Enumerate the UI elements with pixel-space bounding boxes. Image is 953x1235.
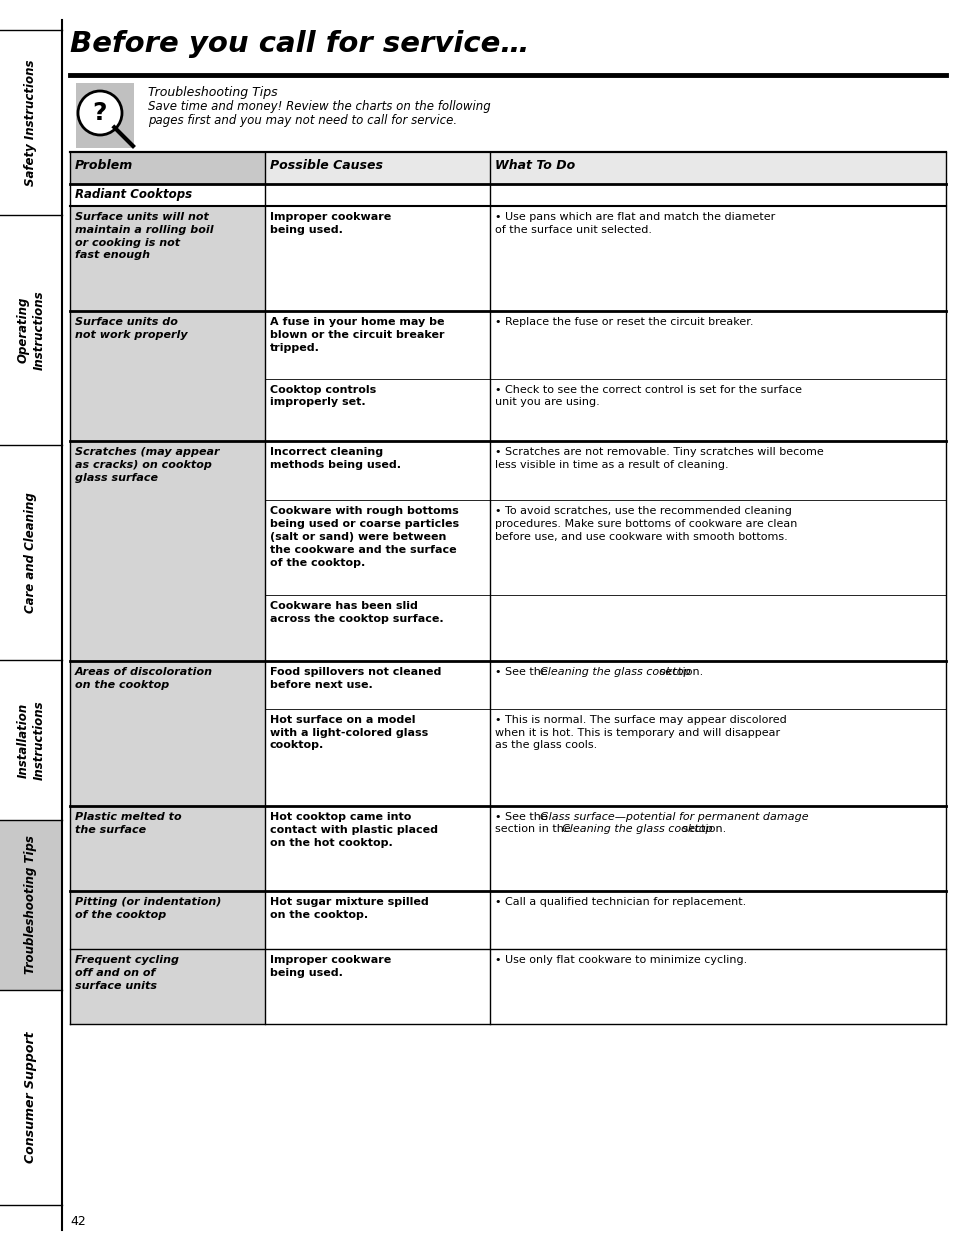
- Text: Pitting (or indentation)
of the cooktop: Pitting (or indentation) of the cooktop: [75, 897, 221, 920]
- Text: Troubleshooting Tips: Troubleshooting Tips: [25, 836, 37, 974]
- Text: Cooktop controls
improperly set.: Cooktop controls improperly set.: [270, 384, 375, 408]
- Bar: [70, 441, 265, 661]
- Text: • See the: • See the: [495, 811, 551, 823]
- Text: Plastic melted to
the surface: Plastic melted to the surface: [75, 811, 181, 835]
- Text: ?: ?: [92, 101, 107, 125]
- Bar: [70, 206, 265, 311]
- Bar: [70, 311, 265, 441]
- Bar: [76, 83, 133, 148]
- Text: Cookware has been slid
across the cooktop surface.: Cookware has been slid across the cookto…: [270, 601, 443, 624]
- Text: Areas of discoloration
on the cooktop: Areas of discoloration on the cooktop: [75, 667, 213, 690]
- Text: • Use only flat cookware to minimize cycling.: • Use only flat cookware to minimize cyc…: [495, 955, 746, 965]
- Text: • Call a qualified technician for replacement.: • Call a qualified technician for replac…: [495, 897, 745, 906]
- Text: Troubleshooting Tips: Troubleshooting Tips: [148, 86, 277, 99]
- Text: Incorrect cleaning
methods being used.: Incorrect cleaning methods being used.: [270, 447, 400, 469]
- Text: Cleaning the glass cooktop: Cleaning the glass cooktop: [539, 667, 690, 677]
- Bar: [0, 215, 62, 445]
- Text: Surface units do
not work properly: Surface units do not work properly: [75, 317, 188, 340]
- Text: section.: section.: [656, 667, 702, 677]
- Text: Improper cookware
being used.: Improper cookware being used.: [270, 212, 391, 235]
- Text: Food spillovers not cleaned
before next use.: Food spillovers not cleaned before next …: [270, 667, 441, 690]
- Text: • To avoid scratches, use the recommended cleaning
procedures. Make sure bottoms: • To avoid scratches, use the recommende…: [495, 506, 797, 542]
- Text: Hot sugar mixture spilled
on the cooktop.: Hot sugar mixture spilled on the cooktop…: [270, 897, 428, 920]
- Text: 42: 42: [70, 1215, 86, 1228]
- Text: • See the: • See the: [495, 667, 551, 677]
- Text: Radiant Cooktops: Radiant Cooktops: [75, 188, 192, 201]
- Bar: [70, 948, 265, 1024]
- Text: Safety Instructions: Safety Instructions: [25, 59, 37, 185]
- Text: Hot surface on a model
with a light-colored glass
cooktop.: Hot surface on a model with a light-colo…: [270, 715, 428, 751]
- Text: section.: section.: [678, 825, 725, 835]
- Bar: [0, 30, 62, 215]
- Text: • Replace the fuse or reset the circuit breaker.: • Replace the fuse or reset the circuit …: [495, 317, 753, 327]
- Text: Operating
Instructions: Operating Instructions: [16, 290, 46, 369]
- Bar: [0, 990, 62, 1205]
- Text: Surface units will not
maintain a rolling boil
or cooking is not
fast enough: Surface units will not maintain a rollin…: [75, 212, 213, 261]
- Circle shape: [78, 91, 122, 135]
- Text: Frequent cycling
off and on of
surface units: Frequent cycling off and on of surface u…: [75, 955, 179, 990]
- Bar: [70, 661, 265, 806]
- Text: • Scratches are not removable. Tiny scratches will become
less visible in time a: • Scratches are not removable. Tiny scra…: [495, 447, 822, 469]
- Text: Care and Cleaning: Care and Cleaning: [25, 492, 37, 613]
- Bar: [0, 20, 62, 1235]
- Text: Save time and money! Review the charts on the following: Save time and money! Review the charts o…: [148, 100, 490, 112]
- Text: pages first and you may not need to call for service.: pages first and you may not need to call…: [148, 114, 456, 127]
- Bar: [0, 820, 62, 990]
- Text: Before you call for service…: Before you call for service…: [70, 30, 529, 58]
- Text: Installation
Instructions: Installation Instructions: [16, 700, 46, 779]
- Bar: [265, 152, 945, 184]
- Bar: [70, 806, 265, 890]
- Bar: [0, 445, 62, 659]
- Text: • This is normal. The surface may appear discolored
when it is hot. This is temp: • This is normal. The surface may appear…: [495, 715, 786, 751]
- Text: What To Do: What To Do: [495, 159, 575, 172]
- Text: A fuse in your home may be
blown or the circuit breaker
tripped.: A fuse in your home may be blown or the …: [270, 317, 444, 353]
- Text: Possible Causes: Possible Causes: [270, 159, 382, 172]
- Text: section in the: section in the: [495, 825, 574, 835]
- Bar: [70, 152, 265, 184]
- Text: Cookware with rough bottoms
being used or coarse particles
(salt or sand) were b: Cookware with rough bottoms being used o…: [270, 506, 458, 568]
- Text: Problem: Problem: [75, 159, 133, 172]
- Text: • Use pans which are flat and match the diameter
of the surface unit selected.: • Use pans which are flat and match the …: [495, 212, 775, 235]
- Text: Improper cookware
being used.: Improper cookware being used.: [270, 955, 391, 978]
- Bar: [0, 659, 62, 820]
- Text: Scratches (may appear
as cracks) on cooktop
glass surface: Scratches (may appear as cracks) on cook…: [75, 447, 219, 483]
- Text: Glass surface—potential for permanent damage: Glass surface—potential for permanent da…: [539, 811, 807, 823]
- Text: • Check to see the correct control is set for the surface
unit you are using.: • Check to see the correct control is se…: [495, 384, 801, 408]
- Bar: [70, 890, 265, 948]
- Text: Consumer Support: Consumer Support: [25, 1031, 37, 1163]
- Text: Cleaning the glass cooktop: Cleaning the glass cooktop: [561, 825, 712, 835]
- Text: Hot cooktop came into
contact with plastic placed
on the hot cooktop.: Hot cooktop came into contact with plast…: [270, 811, 437, 847]
